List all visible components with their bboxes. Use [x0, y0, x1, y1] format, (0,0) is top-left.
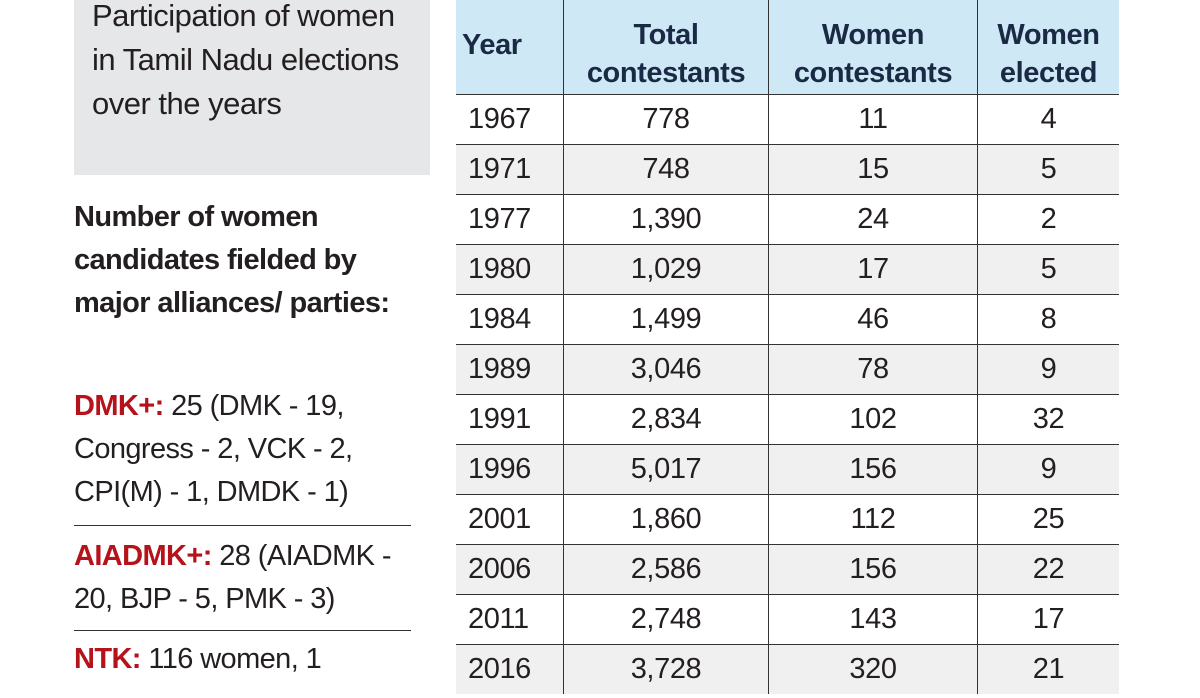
table-cell: 112: [768, 494, 978, 545]
sidebar-heading: Number of women candidates fielded by ma…: [74, 201, 390, 319]
table-cell: 17: [768, 244, 978, 295]
table-cell: 2001: [456, 494, 564, 545]
table-row: 2011 2,748 143 17: [456, 594, 1119, 645]
table-cell: 1,499: [563, 294, 769, 345]
table-row: 1991 2,834 102 32: [456, 394, 1119, 445]
table-body: 1967 778 11 4 1971 748 15 5 1977 1,390 24 2 1980 1,02…: [456, 94, 1119, 694]
table-row: 1967 778 11 4: [456, 94, 1119, 145]
table-row: 2001 1,860 112 25: [456, 494, 1119, 545]
table-row: 1980 1,029 17 5: [456, 244, 1119, 295]
table-row: 1989 3,046 78 9: [456, 344, 1119, 395]
table-row: 2016 3,728 320 21: [456, 644, 1119, 694]
sidebar-title: Participation of women in Tamil Nadu ele…: [74, 0, 430, 175]
table-cell: 102: [768, 394, 978, 445]
table-row: 1977 1,390 24 2: [456, 194, 1119, 245]
table-cell: 1967: [456, 94, 564, 145]
party-entry: DMK+: 25 (DMK - 19, Congress - 2, VCK - …: [74, 385, 411, 526]
table-cell: 156: [768, 444, 978, 495]
table-cell: 4: [977, 94, 1119, 145]
table-cell: 24: [768, 194, 978, 245]
party-detail: 116 women, 1: [148, 643, 322, 675]
table-cell: 1,390: [563, 194, 769, 245]
table-cell: 11: [768, 94, 978, 145]
table-cell: 143: [768, 594, 978, 645]
table-cell: 15: [768, 144, 978, 195]
party-detail: 28 (AIADMK - 20, BJP - 5, PMK - 3): [74, 540, 392, 615]
table-cell: 1984: [456, 294, 564, 345]
column-header: Women elected: [977, 0, 1119, 95]
column-header: Total contestants: [563, 0, 769, 95]
table-cell: 46: [768, 294, 978, 345]
table-cell: 3,046: [563, 344, 769, 395]
election-table: Year Total contestants Women contestants Wo…: [456, 0, 1119, 694]
table-cell: 748: [563, 144, 769, 195]
table-cell: 22: [977, 544, 1119, 595]
page: Participation of women in Tamil Nadu ele…: [74, 0, 1119, 694]
table-row: 1984 1,499 46 8: [456, 294, 1119, 345]
table-cell: 2,748: [563, 594, 769, 645]
table-cell: 2011: [456, 594, 564, 645]
table-cell: 1991: [456, 394, 564, 445]
table-cell: 25: [977, 494, 1119, 545]
table-cell: 1980: [456, 244, 564, 295]
table-cell: 21: [977, 644, 1119, 694]
table-cell: 9: [977, 444, 1119, 495]
column-header: Year: [456, 0, 564, 95]
column-header: Women contestants: [768, 0, 978, 95]
table-cell: 3,728: [563, 644, 769, 694]
table-cell: 1977: [456, 194, 564, 245]
party-name: AIADMK+:: [74, 540, 212, 572]
table-cell: 1996: [456, 444, 564, 495]
table-row: 2006 2,586 156 22: [456, 544, 1119, 595]
party-name: DMK+:: [74, 390, 164, 422]
table-cell: 78: [768, 344, 978, 395]
table-cell: 2: [977, 194, 1119, 245]
table-cell: 5,017: [563, 444, 769, 495]
table-cell: 1,860: [563, 494, 769, 545]
party-entry: AIADMK+: 28 (AIADMK - 20, BJP - 5, PMK -…: [74, 535, 411, 631]
table-cell: 2,586: [563, 544, 769, 595]
table-cell: 778: [563, 94, 769, 145]
table-cell: 156: [768, 544, 978, 595]
header-row: Year Total contestants Women contestants Wo…: [456, 0, 1119, 95]
table-cell: 8: [977, 294, 1119, 345]
table-row: 1996 5,017 156 9: [456, 444, 1119, 495]
table-cell: 1989: [456, 344, 564, 395]
table-row: 1971 748 15 5: [456, 144, 1119, 195]
table-cell: 32: [977, 394, 1119, 445]
table-cell: 17: [977, 594, 1119, 645]
table-cell: 9: [977, 344, 1119, 395]
table-cell: 1,029: [563, 244, 769, 295]
table-cell: 2006: [456, 544, 564, 595]
party-name: NTK:: [74, 643, 141, 675]
table-cell: 2,834: [563, 394, 769, 445]
table-cell: 320: [768, 644, 978, 694]
table-cell: 1971: [456, 144, 564, 195]
table-cell: 5: [977, 144, 1119, 195]
party-entry: NTK: 116 women, 1: [74, 638, 411, 698]
table-cell: 2016: [456, 644, 564, 694]
party-detail: 25 (DMK - 19, Congress - 2, VCK - 2, CPI…: [74, 390, 353, 508]
table-cell: 5: [977, 244, 1119, 295]
